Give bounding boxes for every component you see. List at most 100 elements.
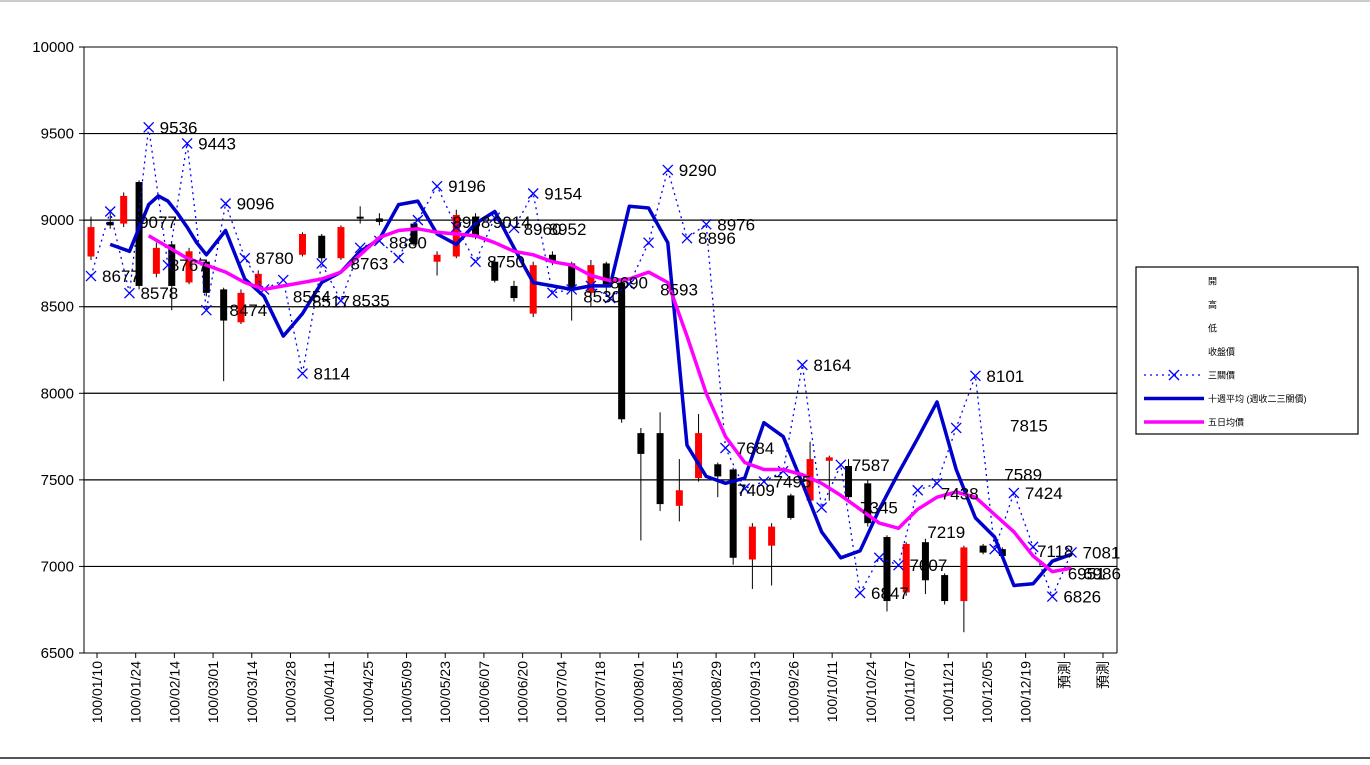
data-label: 8958 — [452, 213, 490, 232]
data-label: 8535 — [352, 292, 390, 311]
series-point-0 — [239, 252, 251, 264]
grid-layer — [84, 132, 1117, 568]
data-label: 9290 — [679, 161, 717, 180]
data-label: 7409 — [737, 481, 775, 500]
x-tick-label: 100/10/24 — [863, 661, 879, 723]
candle-body — [120, 195, 128, 224]
candle-body — [510, 285, 518, 299]
candle-body — [941, 575, 949, 602]
candle-body — [237, 292, 245, 323]
data-label: 7345 — [860, 499, 898, 518]
x-tick-label: 100/01/24 — [128, 661, 144, 723]
data-label: 7081 — [1083, 543, 1121, 562]
series-point-0 — [643, 237, 655, 249]
candle-layer — [87, 180, 1006, 633]
candle-body — [106, 221, 114, 226]
candle-body — [675, 490, 683, 506]
x-tick-label: 100/04/25 — [360, 661, 376, 723]
candle-body — [714, 464, 722, 477]
candle-body — [845, 466, 853, 498]
legend-label: 五日均價 — [1208, 417, 1244, 428]
data-label: 7118 — [1037, 542, 1074, 561]
candle-body — [729, 469, 737, 558]
series-point-0 — [546, 287, 558, 299]
series-point-0 — [873, 552, 885, 564]
series-point-0 — [508, 222, 520, 234]
x-tick-label: 100/05/23 — [437, 661, 453, 723]
data-label: 8554 — [293, 287, 331, 306]
series-point-0 — [604, 292, 616, 304]
data-label: 9443 — [198, 134, 236, 153]
candle-body — [618, 282, 626, 420]
data-label: 8530 — [583, 287, 621, 306]
series-point-0 — [700, 218, 712, 230]
series-point-0 — [393, 252, 405, 264]
candle-body — [979, 545, 987, 553]
candle-body — [695, 433, 703, 479]
candle-body — [337, 227, 345, 259]
data-label: 8896 — [698, 229, 736, 248]
data-label: 8880 — [389, 234, 427, 253]
x-tick-label: 100/12/05 — [979, 661, 995, 723]
data-label: 7684 — [736, 439, 774, 458]
x-tick-label: 預測 — [1095, 661, 1111, 689]
data-label: 8593 — [660, 280, 698, 299]
data-label: 8101 — [986, 367, 1024, 386]
x-tick-label: 100/01/10 — [89, 661, 105, 723]
candle-body — [202, 261, 210, 293]
data-label: 7219 — [927, 523, 965, 542]
series-point-0 — [162, 259, 174, 271]
series-point-0 — [662, 164, 674, 176]
data-label: 8474 — [229, 301, 267, 320]
x-tick-label: 100/11/21 — [940, 661, 956, 722]
candle-body — [902, 543, 910, 593]
data-label: 6986 — [1083, 564, 1121, 583]
candle-body — [568, 263, 576, 290]
x-tick-label: 100/08/29 — [708, 661, 724, 723]
series-point-0 — [470, 256, 481, 268]
series-point-0 — [181, 137, 193, 149]
data-label: 8690 — [610, 273, 648, 292]
y-tick-label: 10000 — [32, 39, 74, 56]
candle-body — [254, 273, 262, 290]
candle-body — [135, 182, 143, 286]
x-tick-label: 100/08/01 — [631, 661, 647, 723]
x-tick-label: 100/05/09 — [399, 661, 415, 723]
y-tick-label: 7500 — [41, 472, 74, 489]
series-point-0 — [200, 304, 212, 316]
legend-box — [1135, 266, 1359, 435]
candle-body — [152, 247, 160, 274]
series-point-0 — [758, 476, 770, 488]
candle-body — [185, 251, 193, 283]
x-tick-label: 100/03/14 — [244, 661, 260, 723]
data-label: 9536 — [160, 118, 198, 137]
candle-body — [637, 433, 645, 454]
candle-body — [410, 223, 418, 245]
candle-body — [768, 526, 776, 546]
series-point-0 — [1046, 591, 1058, 603]
legend-label: 三關價 — [1208, 371, 1235, 381]
series-point-0 — [1008, 487, 1020, 499]
legend-label: 開 — [1208, 277, 1217, 287]
data-label: 9154 — [544, 184, 582, 203]
data-label: 7495 — [774, 473, 812, 492]
data-label: 8114 — [313, 365, 350, 384]
series-point-0 — [739, 483, 751, 494]
data-label: 8763 — [351, 254, 389, 273]
data-label: 8677 — [102, 267, 140, 286]
x-tick-label: 100/03/28 — [282, 661, 298, 723]
x-tick-label: 100/02/14 — [166, 661, 182, 723]
series-point-0 — [143, 121, 155, 133]
x-tick-label: 100/10/11 — [824, 661, 840, 722]
data-label: 6826 — [1063, 588, 1101, 607]
data-label: 9077 — [139, 213, 177, 232]
data-label: 6847 — [871, 584, 909, 603]
series-point-0 — [85, 270, 97, 282]
y-tick-label: 8500 — [41, 299, 74, 316]
legend-label: 十週平均 (週收二三關價) — [1208, 393, 1307, 404]
candle-body — [375, 218, 383, 222]
series-point-0 — [835, 459, 847, 471]
series-point-0 — [720, 442, 731, 454]
data-label: 7815 — [1010, 416, 1048, 435]
